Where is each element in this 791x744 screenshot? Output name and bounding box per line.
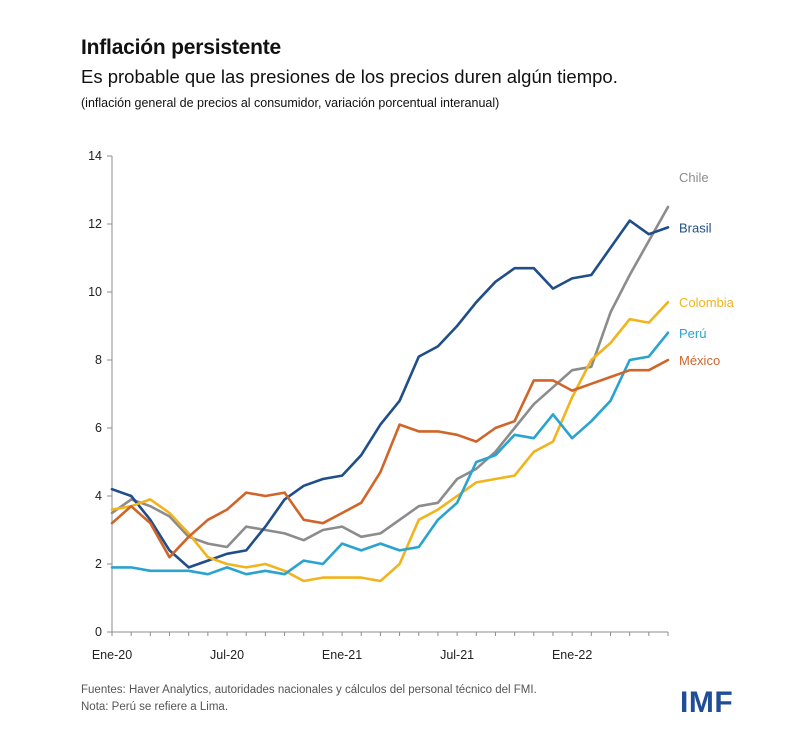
footnote: Nota: Perú se refiere a Lima. [81, 701, 229, 713]
series-label: Chile [679, 170, 709, 185]
y-tick-label: 2 [95, 557, 102, 571]
series-line-chile [110, 205, 670, 549]
series-line-méxico [110, 358, 670, 559]
chart-subtitle: Es probable que las presiones de los pre… [81, 66, 618, 87]
x-tick-label: Jul-20 [210, 648, 244, 662]
x-tick-label: Ene-22 [552, 648, 592, 662]
sources-note: Fuentes: Haver Analytics, autoridades na… [81, 684, 537, 696]
y-tick-label: 10 [88, 285, 102, 299]
series-label: Colombia [679, 295, 735, 310]
imf-logo: IMF [680, 686, 734, 719]
x-tick-label: Ene-20 [92, 648, 132, 662]
y-tick-label: 4 [95, 489, 102, 503]
series-label: Brasil [679, 220, 712, 235]
series-label: México [679, 353, 720, 368]
y-tick-label: 14 [88, 149, 102, 163]
series-line-brasil [110, 219, 670, 569]
y-tick-label: 12 [88, 217, 102, 231]
chart-note: (inflación general de precios al consumi… [81, 96, 500, 110]
y-tick-label: 0 [95, 625, 102, 639]
series-line-perú [110, 331, 670, 576]
chart-title: Inflación persistente [81, 36, 282, 59]
series-line-colombia [110, 300, 670, 583]
y-tick-label: 8 [95, 353, 102, 367]
y-tick-label: 6 [95, 421, 102, 435]
line-chart: 0 2 4 6 8 10 12 14 Ene-20 Jul-20 Ene-21 Jul-21 Ene-2… [88, 149, 735, 662]
x-tick-label: Ene-21 [322, 648, 362, 662]
series-label: Perú [679, 326, 706, 341]
x-tick-label: Jul-21 [440, 648, 474, 662]
